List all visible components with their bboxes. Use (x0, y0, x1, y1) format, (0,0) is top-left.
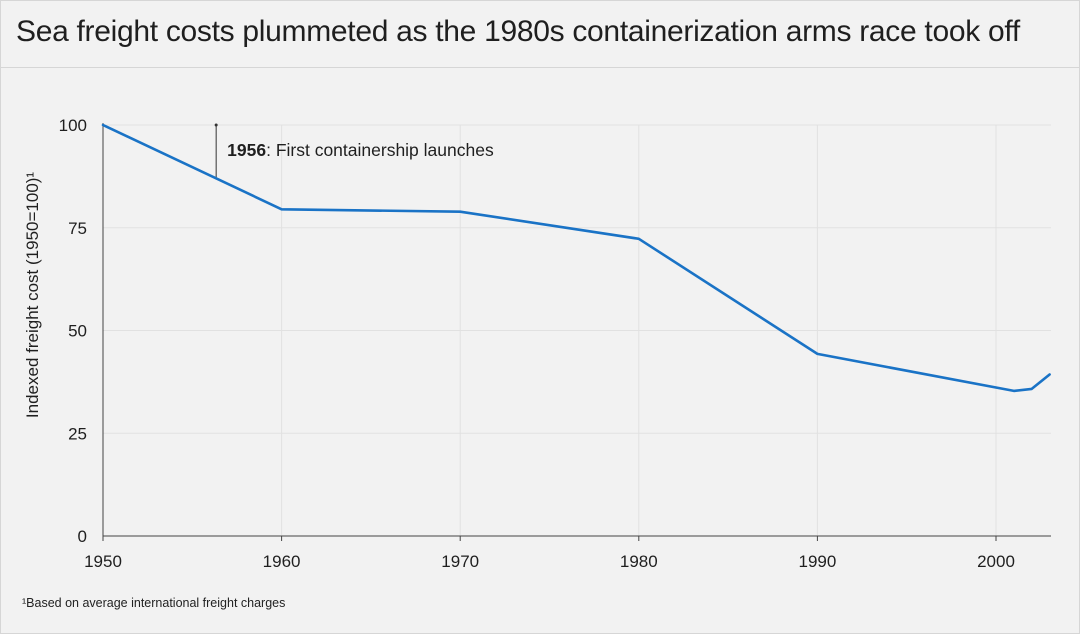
x-tick-label: 1950 (84, 552, 122, 571)
annotations: 1956: First containership launches (214, 123, 494, 179)
axes (102, 123, 1051, 541)
tick-labels: 0 25 50 75 100 1950 1960 1970 1980 1990 2000 (59, 116, 1015, 571)
grid (103, 124, 1051, 536)
y-tick-label: 0 (78, 527, 87, 546)
annotation-dot (214, 123, 218, 127)
series (101, 123, 1051, 393)
annotation-text: : First containership launches (266, 140, 494, 160)
y-tick-label: 100 (59, 116, 87, 135)
x-tick-label: 1980 (620, 552, 658, 571)
y-tick-label: 25 (68, 424, 87, 443)
footnote: ¹Based on average international freight … (22, 596, 286, 610)
y-axis-label: Indexed freight cost (1950=100)¹ (23, 172, 42, 419)
series-line (101, 123, 1051, 393)
x-tick-label: 1970 (441, 552, 479, 571)
x-tick-label: 1990 (798, 552, 836, 571)
x-tick-label: 1960 (263, 552, 301, 571)
annotation-year: 1956 (227, 140, 266, 160)
y-tick-label: 75 (68, 219, 87, 238)
x-tick-label: 2000 (977, 552, 1015, 571)
y-tick-label: 50 (68, 322, 87, 341)
title-bar: Sea freight costs plummeted as the 1980s… (1, 1, 1079, 68)
chart-title: Sea freight costs plummeted as the 1980s… (16, 15, 1020, 48)
annotation-label: 1956: First containership launches (227, 140, 494, 160)
